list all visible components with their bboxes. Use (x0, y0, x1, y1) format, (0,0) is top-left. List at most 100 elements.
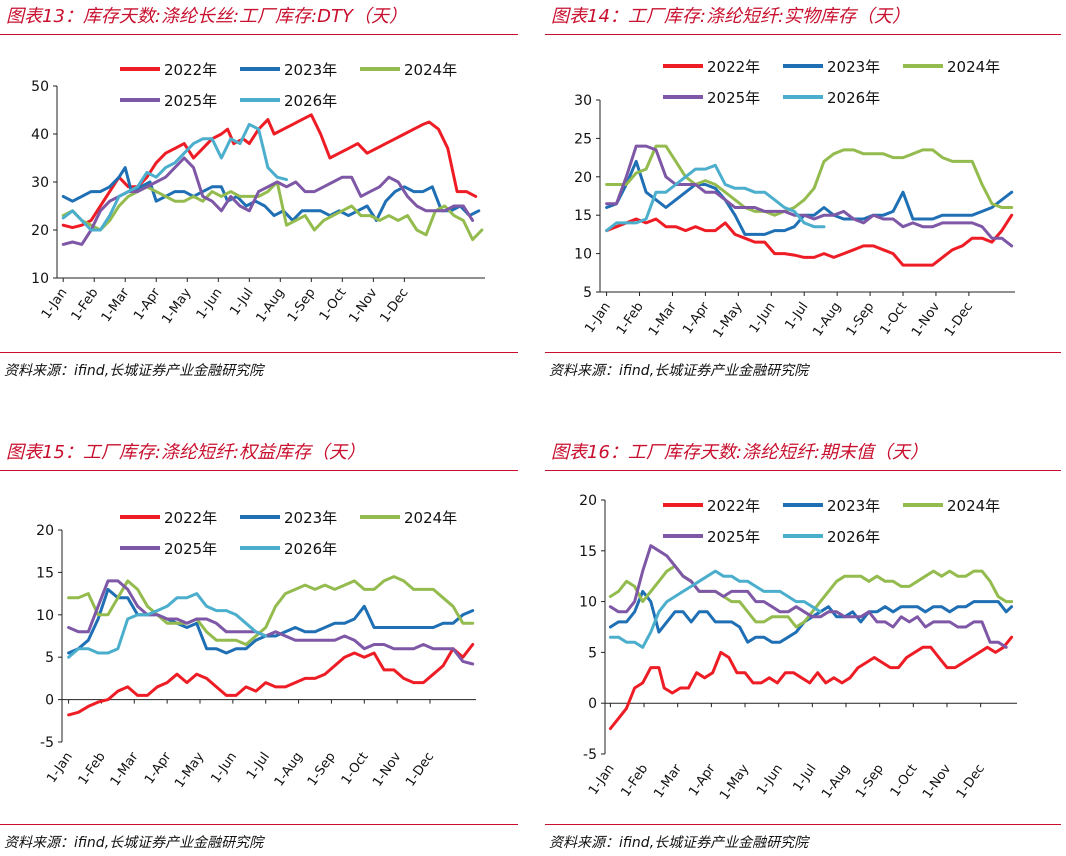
y-tick-label: 0 (588, 696, 597, 712)
series-line (61, 166, 481, 222)
y-tick-label: 10 (36, 608, 54, 624)
source-rule (545, 352, 1061, 353)
y-tick-label: 15 (36, 565, 54, 581)
legend-label: 2024年 (404, 509, 457, 527)
source-prefix: 资料来源： (4, 363, 74, 379)
x-tick-label: 1-Jun (194, 286, 226, 322)
source-note: 资料来源：ifind,长城证券产业金融研究院 (549, 360, 808, 380)
y-tick-label: 10 (31, 271, 49, 287)
x-tick-label: 1-Dec (377, 286, 411, 326)
y-tick-label: 0 (45, 693, 54, 709)
series-line (608, 635, 1014, 731)
x-tick-label: 1-Feb (69, 286, 102, 324)
x-tick-label: 1-Jan (44, 750, 76, 786)
legend-label: 2023年 (827, 58, 880, 76)
x-tick-label: 1-Aug (810, 300, 844, 340)
y-tick-label: 15 (574, 208, 592, 224)
legend-label: 2026年 (284, 92, 337, 110)
source-prefix: 资料来源： (549, 835, 619, 851)
x-tick-label: 1-Feb (618, 762, 651, 800)
legend-label: 2023年 (827, 497, 880, 515)
x-tick-label: 1-Jul (244, 750, 273, 783)
x-tick-label: 1-Oct (888, 762, 921, 800)
title-rule (0, 34, 518, 35)
x-tick-label: 1-Sep (853, 762, 887, 801)
chart-panel-13: 图表13：库存天数:涤纶长丝:工厂库存:DTY（天） 10 20 30 40 50 1-J… (0, 0, 520, 400)
source-text: ifind,长城证券产业金融研究院 (619, 835, 809, 851)
x-tick-label: 1-Mar (108, 749, 142, 789)
y-tick-label: -5 (40, 735, 54, 751)
y-tick-label: 20 (574, 170, 592, 186)
x-tick-label: 1-Oct (317, 286, 350, 324)
x-tick-label: 1-Jun (208, 750, 240, 786)
source-note: 资料来源：ifind,长城证券产业金融研究院 (4, 832, 263, 852)
x-tick-label: 1-May (717, 761, 752, 802)
x-tick-label: 1-Jul (790, 762, 819, 795)
x-tick-label: 1-Aug (272, 750, 306, 790)
x-tick-label: 1-Mar (646, 299, 680, 339)
x-tick-label: 1-Jan (582, 300, 614, 336)
source-rule (0, 824, 518, 825)
series-line (61, 122, 288, 232)
chart-title: 图表14：工厂库存:涤纶短纤:实物库存（天） (551, 6, 911, 27)
y-tick-label: 20 (36, 523, 54, 539)
chart-title: 图表15：工厂库存:涤纶短纤:权益库存（天） (6, 442, 366, 463)
source-rule (545, 824, 1061, 825)
series-line (605, 163, 826, 233)
x-tick-label: 1-Oct (877, 300, 910, 338)
series-line (605, 213, 1014, 267)
source-note: 资料来源：ifind,长城证券产业金融研究院 (549, 832, 808, 852)
x-tick-label: 1-Apr (680, 299, 713, 337)
series-line (605, 144, 1014, 248)
x-tick-label: 1-Jan (39, 286, 71, 322)
x-tick-label: 1-Apr (142, 749, 175, 787)
legend-label: 2022年 (164, 61, 217, 79)
source-text: ifind,长城证券产业金融研究院 (74, 835, 264, 851)
legend-label: 2024年 (404, 61, 457, 79)
x-tick-label: 1-Oct (339, 750, 372, 788)
y-tick-label: 5 (45, 650, 54, 666)
x-tick-label: 1-May (172, 749, 207, 790)
x-tick-label: 1-Sep (844, 300, 878, 339)
legend-label: 2024年 (947, 497, 1000, 515)
source-prefix: 资料来源： (4, 835, 74, 851)
x-tick-label: 1-May (159, 285, 194, 326)
legend-label: 2026年 (284, 540, 337, 558)
chart-title: 图表16：工厂库存天数:涤纶短纤:期末值（天） (551, 442, 929, 463)
x-tick-label: 1-Aug (819, 762, 853, 802)
x-tick-label: 1-Dec (954, 762, 988, 802)
x-tick-label: 1-Jul (782, 300, 811, 333)
chart-title: 图表13：库存天数:涤纶长丝:工厂库存:DTY（天） (6, 6, 407, 27)
x-tick-label: 1-Aug (253, 286, 287, 326)
series-line (61, 180, 484, 242)
x-tick-label: 1-Nov (346, 285, 380, 325)
y-tick-label: -5 (583, 747, 597, 763)
legend-label: 2022年 (164, 509, 217, 527)
y-tick-label: 40 (31, 127, 49, 143)
series-line (605, 159, 1014, 236)
x-tick-label: 1-Apr (686, 761, 719, 799)
y-tick-label: 30 (31, 175, 49, 191)
source-text: ifind,长城证券产业金融研究院 (74, 363, 264, 379)
y-tick-label: 25 (574, 131, 592, 147)
legend-label: 2025年 (164, 540, 217, 558)
series-line (67, 592, 268, 659)
series-line (608, 569, 822, 649)
source-prefix: 资料来源： (549, 363, 619, 379)
title-rule (545, 470, 1061, 471)
series-line (67, 643, 475, 717)
y-tick-label: 10 (574, 247, 592, 263)
chart-panel-15: 图表15：工厂库存:涤纶短纤:权益库存（天） -5 0 5 10 15 20 1-Jan 1-… (0, 436, 520, 856)
x-tick-label: 1-Dec (403, 750, 437, 790)
x-tick-label: 1-May (710, 299, 745, 340)
legend-label: 2026年 (827, 89, 880, 107)
x-tick-label: 1-Jan (586, 762, 618, 798)
x-tick-label: 1-Nov (909, 299, 943, 339)
chart-panel-14: 图表14：工厂库存:涤纶短纤:实物库存（天） 5 10 15 20 25 30 1-Jan 1… (545, 0, 1066, 400)
legend-label: 2025年 (707, 89, 760, 107)
series-line (605, 144, 1014, 217)
legend-label: 2023年 (284, 61, 337, 79)
